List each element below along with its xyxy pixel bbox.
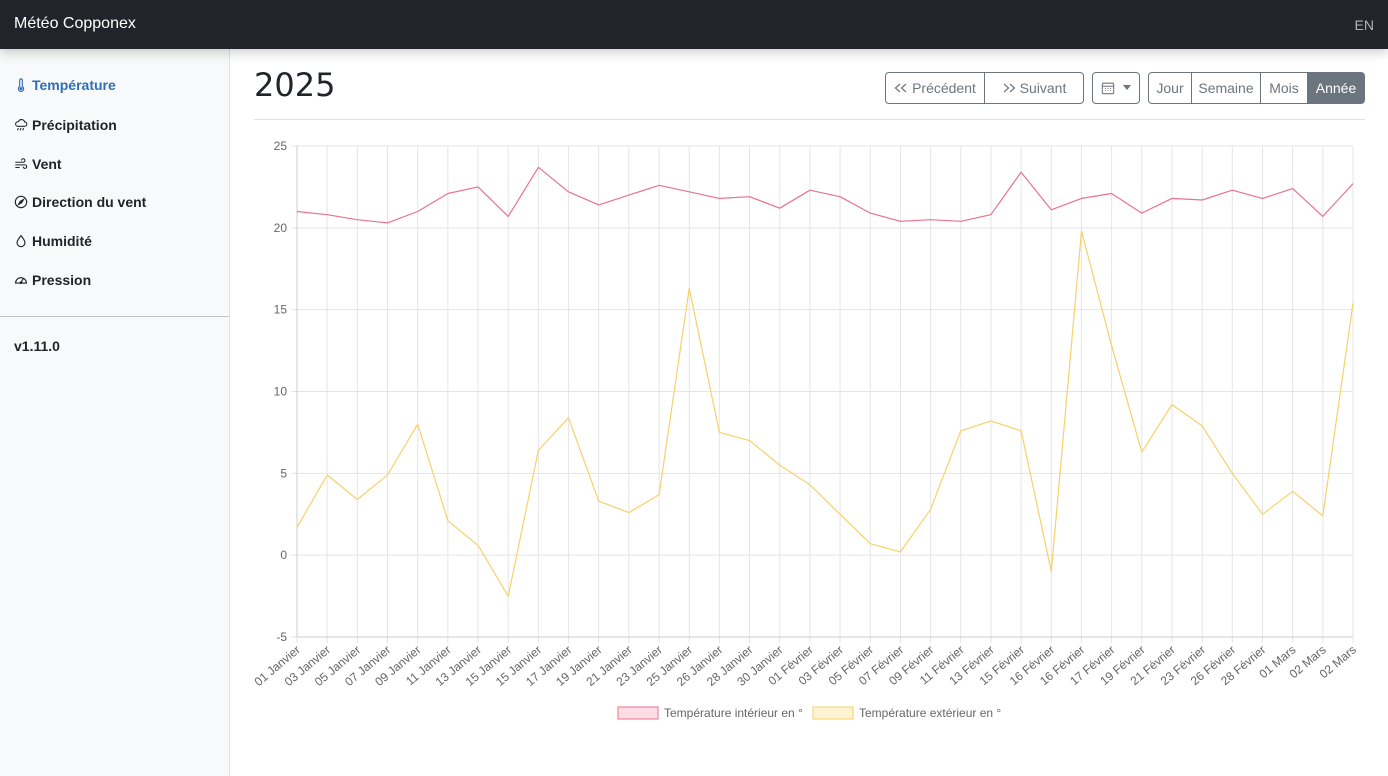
version-label: v1.11.0 — [14, 338, 60, 354]
calendar-dropdown-button[interactable] — [1092, 72, 1140, 104]
period-week-button[interactable]: Semaine — [1191, 72, 1261, 104]
brand-link[interactable]: Météo Copponex — [14, 15, 136, 32]
legend-label: Température intérieur en ° — [664, 706, 803, 720]
legend-swatch — [812, 706, 854, 720]
legend-swatch — [617, 706, 659, 720]
sidebar-item-label: Vent — [32, 156, 62, 172]
sidebar-divider — [0, 316, 229, 317]
period-day-button[interactable]: Jour — [1148, 72, 1192, 104]
chevrons-right-icon — [1003, 83, 1016, 93]
y-tick-label: 0 — [280, 548, 287, 562]
series-line-indoor — [296, 166, 1354, 224]
droplet-icon — [14, 234, 28, 248]
language-toggle[interactable]: EN — [1354, 17, 1374, 33]
thermometer-icon — [14, 78, 28, 92]
top-navbar: Météo Copponex EN — [0, 0, 1388, 49]
previous-button[interactable]: Précédent — [885, 72, 985, 104]
sidebar-item-wind-direction[interactable]: Direction du vent — [14, 191, 146, 213]
page-title: 2025 — [254, 66, 336, 104]
wind-icon — [14, 157, 28, 171]
y-tick-label: 5 — [280, 466, 287, 480]
sidebar: Température Précipitation Vent Dire — [0, 49, 230, 776]
speedometer-icon — [14, 273, 28, 287]
caret-down-icon — [1123, 85, 1131, 90]
y-tick-label: 10 — [274, 385, 288, 399]
y-tick-label: -5 — [276, 630, 287, 644]
sidebar-item-temperature[interactable]: Température — [14, 74, 116, 96]
sidebar-item-label: Pression — [32, 272, 92, 288]
series-line-outdoor — [296, 230, 1354, 597]
legend-label: Température extérieur en ° — [859, 706, 1001, 720]
y-tick-label: 15 — [274, 303, 288, 317]
chevrons-left-icon — [894, 83, 907, 93]
sidebar-item-precipitation[interactable]: Précipitation — [14, 114, 117, 136]
y-tick-label: 20 — [274, 221, 288, 235]
header-divider — [254, 119, 1365, 120]
period-year-label: Année — [1315, 80, 1357, 96]
next-button[interactable]: Suivant — [984, 72, 1084, 104]
sidebar-item-label: Humidité — [32, 233, 92, 249]
sidebar-item-pressure[interactable]: Pression — [14, 269, 91, 291]
sidebar-item-label: Direction du vent — [32, 194, 147, 210]
sidebar-item-wind[interactable]: Vent — [14, 153, 62, 175]
period-day-label: Jour — [1156, 80, 1184, 96]
next-label: Suivant — [1019, 80, 1067, 96]
sidebar-item-humidity[interactable]: Humidité — [14, 230, 92, 252]
calendar-icon — [1101, 82, 1115, 95]
y-tick-label: 25 — [274, 139, 288, 153]
period-month-label: Mois — [1269, 80, 1299, 96]
sidebar-item-label: Précipitation — [32, 117, 117, 133]
sidebar-item-label: Température — [32, 77, 116, 93]
compass-icon — [14, 195, 28, 209]
previous-label: Précédent — [912, 80, 976, 96]
period-week-label: Semaine — [1198, 80, 1254, 96]
period-year-button[interactable]: Année — [1307, 72, 1365, 104]
period-month-button[interactable]: Mois — [1260, 72, 1308, 104]
cloud-rain-icon — [14, 118, 28, 132]
